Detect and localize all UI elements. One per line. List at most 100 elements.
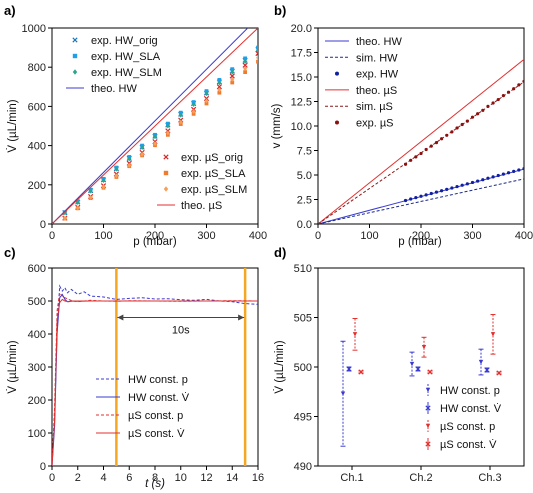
legend-label: theo. HW bbox=[356, 36, 402, 48]
data-point bbox=[230, 67, 235, 72]
data-point bbox=[340, 391, 346, 396]
arrow-head-right bbox=[238, 314, 245, 321]
data-point bbox=[415, 366, 421, 372]
data-point bbox=[243, 58, 248, 64]
data-point bbox=[75, 205, 80, 211]
data-point bbox=[256, 48, 258, 54]
data-point bbox=[424, 193, 428, 197]
series-line bbox=[52, 28, 249, 224]
data-point bbox=[450, 186, 454, 190]
data-point bbox=[455, 126, 459, 130]
data-point bbox=[496, 370, 502, 376]
data-point bbox=[191, 108, 196, 114]
legend-d: HW const. p HW const. V̇ µS const. p µS con… bbox=[425, 384, 502, 451]
data-point bbox=[501, 94, 505, 98]
data-point bbox=[496, 97, 500, 102]
data-point bbox=[165, 123, 170, 129]
panel-c: c) 0 2 4 6 8 10 12 14 16 0 100 200 300 400 500 600 t (s) V… bbox=[4, 245, 264, 490]
x-tick-label: 100 bbox=[94, 230, 112, 242]
data-point bbox=[481, 108, 485, 112]
legend-label: sim. µS bbox=[356, 101, 393, 113]
data-point bbox=[512, 169, 516, 173]
x-tick-label: 300 bbox=[463, 230, 481, 242]
panel-label: c) bbox=[4, 245, 16, 260]
data-point bbox=[217, 78, 222, 82]
legend-swatch bbox=[72, 53, 78, 59]
y-tick-label: 10.0 bbox=[291, 121, 312, 133]
data-point bbox=[465, 182, 469, 186]
legend-swatch bbox=[335, 120, 339, 125]
data-point bbox=[204, 91, 209, 97]
y-tick-label: 400 bbox=[28, 329, 46, 341]
legend-label: HW const. p bbox=[440, 385, 500, 397]
plot-frame bbox=[317, 27, 525, 225]
data-point bbox=[470, 180, 475, 185]
data-point bbox=[88, 194, 93, 200]
legend-label: µS const. p bbox=[440, 421, 495, 433]
y-tick-label: 2.5 bbox=[297, 195, 312, 207]
y-tick-label: 500 bbox=[28, 296, 46, 308]
data-point bbox=[101, 177, 106, 183]
legend-label: exp. µS bbox=[356, 118, 394, 130]
data-point bbox=[114, 173, 119, 179]
data-point bbox=[140, 151, 145, 157]
data-point bbox=[478, 359, 484, 365]
data-point bbox=[243, 66, 248, 72]
data-point bbox=[522, 167, 524, 171]
y-tick-label: 100 bbox=[28, 428, 46, 440]
data-point bbox=[409, 197, 413, 201]
data-point bbox=[217, 87, 222, 93]
data-point bbox=[178, 119, 183, 125]
y-tick-label: 495 bbox=[294, 412, 312, 424]
data-point bbox=[140, 145, 145, 151]
legend-b: theo. HW sim. HW exp. HW theo. µS sim. µS exp… bbox=[325, 36, 402, 130]
series-line bbox=[318, 59, 524, 224]
legend-label: theo. µS bbox=[356, 85, 397, 97]
x-tick-label: 14 bbox=[226, 472, 238, 484]
legend-label: sim. HW bbox=[356, 52, 398, 64]
y-axis-label: V̇ (µL/min) bbox=[6, 99, 19, 152]
x-tick-label: 300 bbox=[197, 230, 215, 242]
legend-hw: exp. HW_orig exp. HW_SLA exp. HW_SLM theo. … bbox=[66, 35, 162, 95]
legend-label: exp. HW bbox=[356, 69, 399, 81]
y-tick-label: 510 bbox=[294, 263, 312, 275]
data-point bbox=[358, 369, 364, 375]
y-axis-label: V̇ (µL/min) bbox=[6, 340, 19, 393]
legend-label: exp. µS_orig bbox=[181, 152, 243, 164]
legend-swatch bbox=[163, 154, 169, 160]
legend-label: µS const. p bbox=[128, 410, 183, 422]
data-point bbox=[256, 55, 258, 61]
data-point bbox=[484, 367, 490, 373]
panel-b: b) 0 100 200 300 400 0.0 2.5 5.0 7.5 10.0 12.5 15.0 1… bbox=[271, 3, 533, 248]
data-point bbox=[409, 361, 415, 367]
data-point bbox=[242, 62, 248, 68]
arrow-head-left bbox=[117, 314, 124, 321]
y-tick-label: 600 bbox=[28, 101, 46, 113]
data-point bbox=[204, 98, 209, 104]
data-point bbox=[491, 101, 495, 105]
y-tick-label: 200 bbox=[28, 395, 46, 407]
legend-label: exp. HW_SLA bbox=[91, 51, 161, 63]
data-point bbox=[204, 101, 209, 106]
data-point bbox=[204, 89, 209, 94]
y-tick-label: 600 bbox=[28, 263, 46, 275]
data-point bbox=[517, 83, 521, 87]
x-tick-label: 400 bbox=[249, 230, 267, 242]
data-point bbox=[255, 50, 258, 57]
data-point bbox=[496, 173, 500, 178]
data-point bbox=[352, 332, 358, 337]
data-point bbox=[101, 184, 106, 190]
data-point bbox=[450, 130, 454, 134]
data-point bbox=[427, 369, 433, 375]
data-point bbox=[440, 137, 444, 141]
series-line bbox=[52, 28, 258, 224]
data-point bbox=[455, 184, 459, 189]
category-label: Ch.3 bbox=[478, 472, 501, 484]
data-point bbox=[243, 56, 248, 61]
data-point bbox=[217, 80, 222, 86]
series-line bbox=[318, 178, 524, 224]
data-point bbox=[512, 87, 516, 91]
y-tick-label: 0 bbox=[40, 461, 46, 473]
data-point bbox=[165, 130, 170, 136]
data-point bbox=[486, 176, 490, 180]
